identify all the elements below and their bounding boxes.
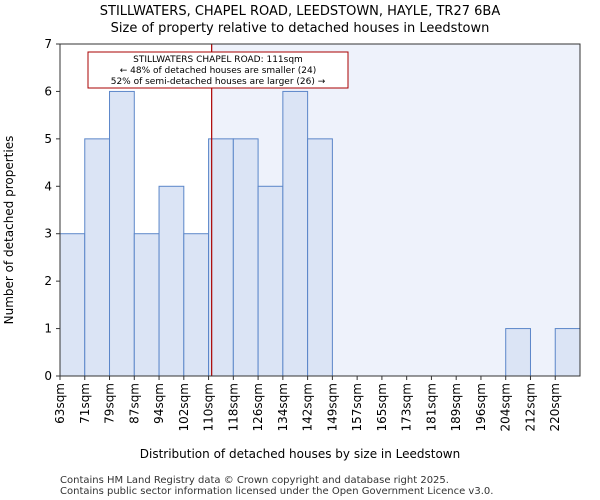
y-axis-label: Number of detached properties <box>2 136 16 325</box>
x-tick-label: 87sqm <box>127 383 141 424</box>
x-tick-label: 165sqm <box>375 383 389 431</box>
bar-142sqm <box>307 138 333 377</box>
bar-87sqm <box>133 233 160 377</box>
bar-110sqm <box>208 138 234 377</box>
x-tick-label: 94sqm <box>152 383 166 424</box>
bar-134sqm <box>282 90 309 377</box>
y-tick-label: 7 <box>44 37 52 51</box>
x-tick-label: 142sqm <box>301 383 315 431</box>
bar-94sqm <box>158 185 185 377</box>
y-tick-label: 3 <box>44 227 52 241</box>
footer-line-2: Contains public sector information licen… <box>60 486 493 497</box>
y-tick-label: 0 <box>44 369 52 383</box>
x-tick-label: 196sqm <box>474 383 488 431</box>
x-tick-label: 157sqm <box>350 383 364 431</box>
annotation-line-2: ← 48% of detached houses are smaller (24… <box>120 66 317 76</box>
plot-frame <box>59 43 581 377</box>
bar-126sqm <box>257 185 284 377</box>
bar-63sqm <box>59 233 86 377</box>
y-tick-label: 1 <box>44 322 52 336</box>
x-axis-label: Distribution of detached houses by size … <box>140 447 460 461</box>
annotation-line-3: 52% of semi-detached houses are larger (… <box>111 77 326 87</box>
x-tick-label: 110sqm <box>202 383 216 431</box>
chart-subtitle: Size of property relative to detached ho… <box>111 21 490 36</box>
x-tick-label: 102sqm <box>177 383 191 431</box>
x-tick-label: 118sqm <box>226 383 240 431</box>
bar-204sqm <box>505 328 531 377</box>
bar-102sqm <box>183 233 210 377</box>
bar-79sqm <box>109 90 135 377</box>
x-tick-label: 173sqm <box>400 383 414 431</box>
x-tick-label: 134sqm <box>276 383 290 431</box>
bar-71sqm <box>84 138 111 377</box>
x-tick-label: 79sqm <box>103 383 117 424</box>
annotation-border <box>87 51 349 89</box>
x-tick-label: 181sqm <box>424 383 438 431</box>
bar-118sqm <box>232 138 259 377</box>
y-tick-label: 4 <box>44 179 52 193</box>
x-tick-label: 204sqm <box>499 383 513 431</box>
annotation-box: STILLWATERS CHAPEL ROAD: 111sqm ← 48% of… <box>87 51 349 89</box>
footer-line-1: Contains HM Land Registry data © Crown c… <box>60 475 449 486</box>
x-tick-label: 149sqm <box>325 383 339 431</box>
x-tick-label: 63sqm <box>53 383 67 424</box>
x-tick-label: 126sqm <box>251 383 265 431</box>
bar-220sqm <box>554 328 581 377</box>
y-tick-label: 6 <box>44 84 52 98</box>
y-tick-label: 5 <box>44 132 52 146</box>
annotation-line-1: STILLWATERS CHAPEL ROAD: 111sqm <box>133 55 303 65</box>
chart-title: STILLWATERS, CHAPEL ROAD, LEEDSTOWN, HAY… <box>100 4 501 19</box>
x-tick-label: 220sqm <box>548 383 562 431</box>
y-tick-label: 2 <box>44 274 52 288</box>
x-tick-label: 189sqm <box>449 383 463 431</box>
x-tick-label: 212sqm <box>523 383 537 431</box>
x-tick-label: 71sqm <box>78 383 92 424</box>
